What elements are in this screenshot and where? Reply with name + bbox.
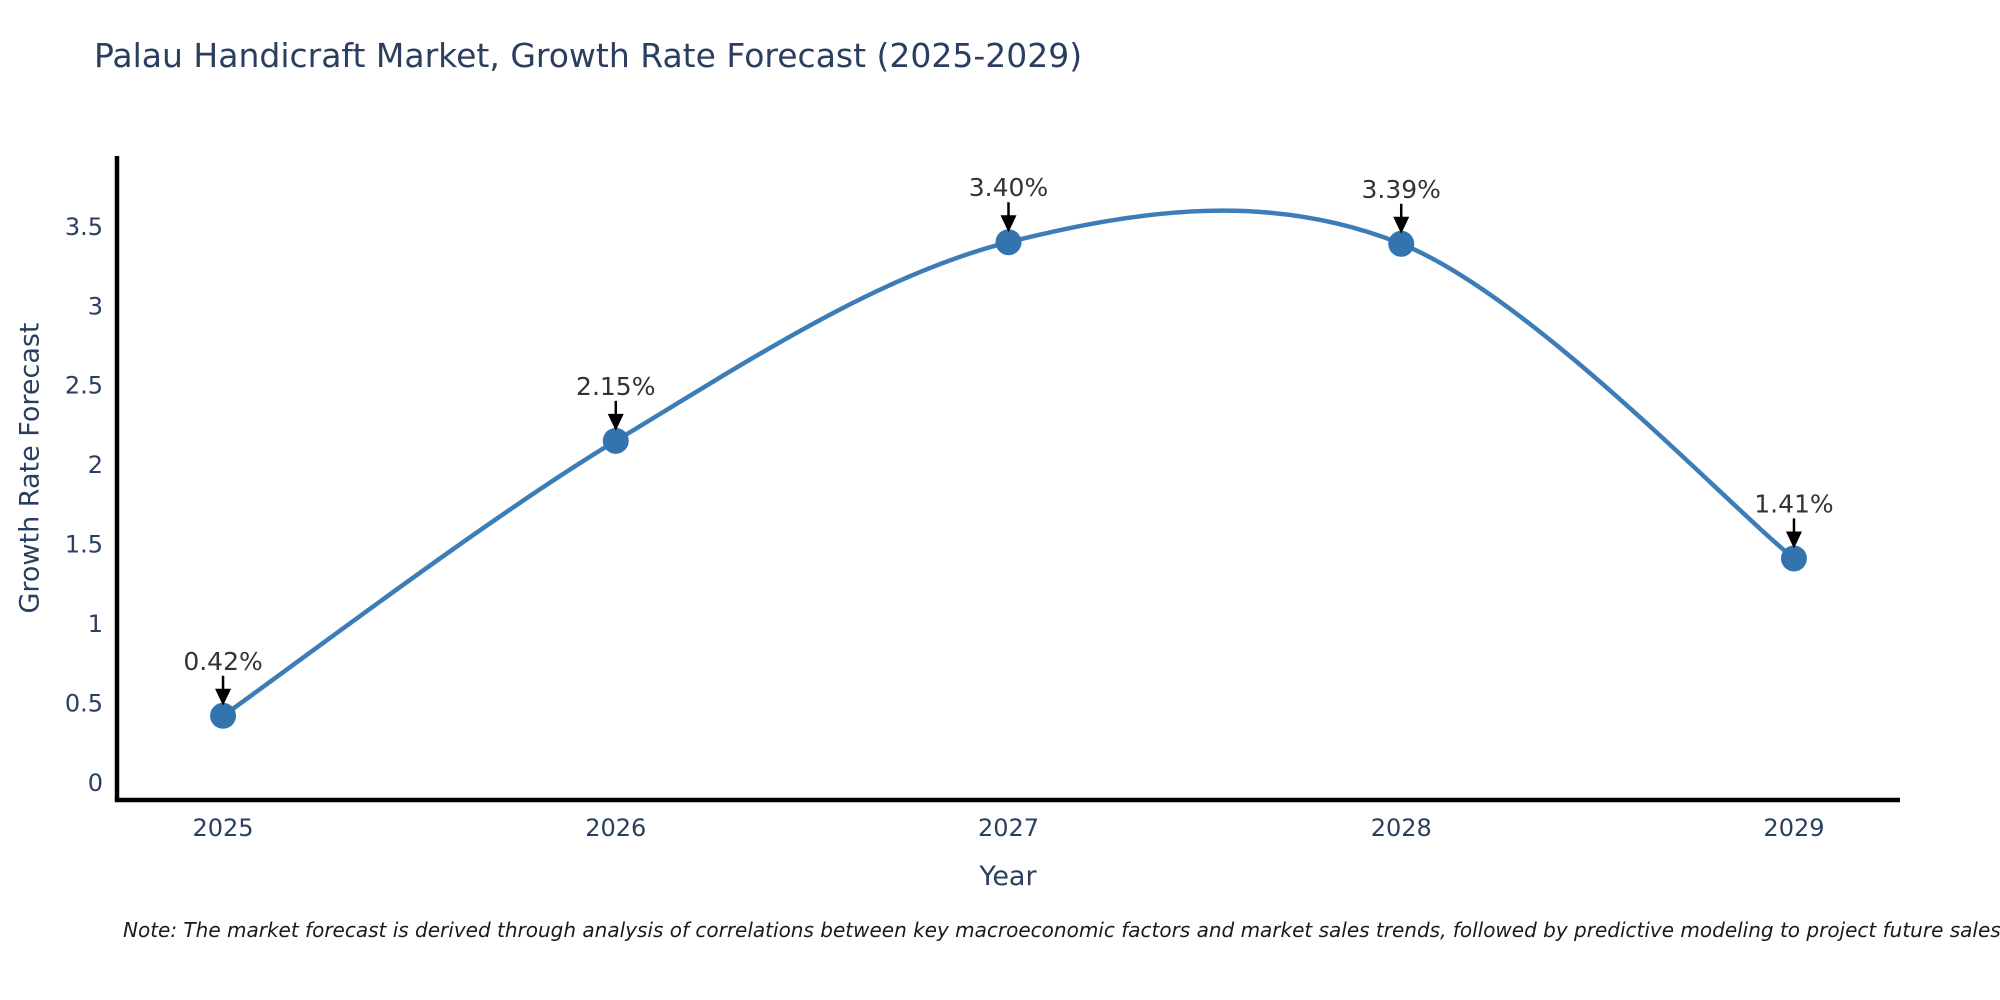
y-tick-label: 3.5 [65, 213, 103, 241]
data-point-marker [210, 702, 237, 729]
annotation-arrow-head [215, 688, 232, 706]
x-tick-label: 2028 [1371, 814, 1432, 842]
y-tick-label: 2.5 [65, 372, 103, 400]
footnote: Note: The market forecast is derived thr… [123, 918, 2000, 942]
axis-lines [114, 156, 1900, 803]
data-point-marker [1388, 230, 1415, 257]
chart-title: Palau Handicraft Market, Growth Rate For… [94, 36, 1083, 75]
annotation-arrow-head [1393, 216, 1410, 234]
y-axis-title: Growth Rate Forecast [14, 322, 46, 614]
point-value-label: 0.42% [183, 647, 262, 676]
y-tick-label: 0.5 [65, 690, 103, 718]
data-point-marker [1780, 545, 1807, 572]
y-tick-label: 1 [88, 610, 103, 638]
annotation-arrow-head [1000, 215, 1017, 233]
x-axis-title: Year [979, 861, 1037, 892]
y-tick-label: 1.5 [65, 531, 103, 559]
point-value-label: 3.39% [1362, 175, 1441, 204]
x-tick-label: 2026 [585, 814, 646, 842]
point-value-label: 1.41% [1754, 489, 1833, 518]
data-point-marker [995, 229, 1022, 256]
x-tick-label: 2029 [1763, 814, 1824, 842]
annotation-arrow-head [607, 413, 624, 431]
y-tick-label: 2 [88, 451, 103, 479]
point-value-label: 3.40% [969, 173, 1048, 202]
x-tick-label: 2027 [978, 814, 1039, 842]
data-point-marker [602, 427, 629, 454]
y-tick-label: 3 [88, 292, 103, 320]
annotation-arrow-head [1785, 531, 1802, 549]
point-value-label: 2.15% [576, 372, 655, 401]
trend-line [220, 208, 1797, 719]
y-tick-label: 0 [88, 769, 103, 797]
x-tick-label: 2025 [192, 814, 253, 842]
